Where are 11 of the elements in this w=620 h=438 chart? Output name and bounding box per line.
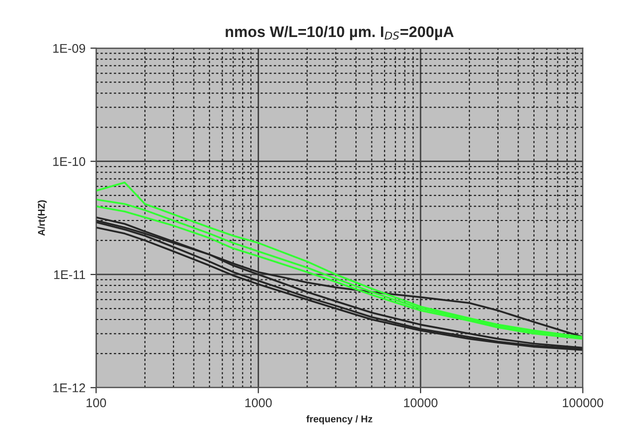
- x-axis-title: frequency / Hz: [306, 415, 372, 424]
- y-tick-label: 1E-10: [53, 157, 86, 166]
- x-tick-label: 100: [86, 398, 106, 408]
- chart-title: nmos W/L=10/10 µm. I$_{DS}$=200µA: [226, 26, 454, 40]
- x-tick-label: 10000: [404, 398, 438, 408]
- y-tick-label: 1E-09: [53, 44, 86, 53]
- y-tick-label: 1E-12: [53, 383, 86, 392]
- x-tick-label: 1000: [245, 398, 272, 408]
- y-axis-title: A/rt(HZ): [38, 200, 47, 236]
- y-tick-label: 1E-11: [54, 270, 86, 280]
- x-tick-label: 100000: [562, 398, 604, 408]
